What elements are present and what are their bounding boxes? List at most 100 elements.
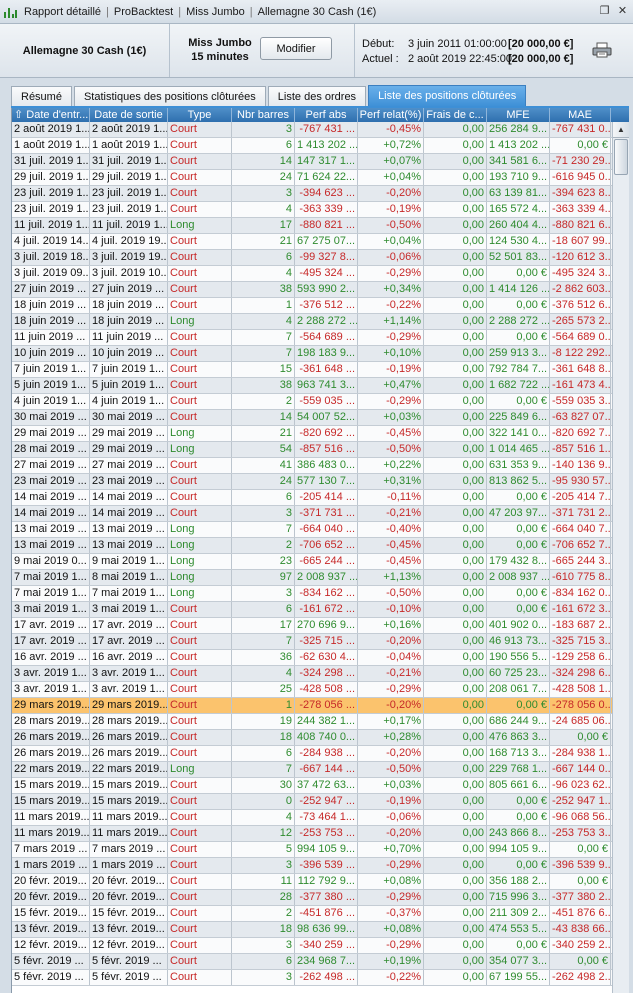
table-row[interactable]: 3 avr. 2019 1... 3 avr. 2019 1... Court 25-… bbox=[12, 682, 629, 698]
table-row[interactable]: 14 mai 2019 ... 14 mai 2019 ... Court 3 -371… bbox=[12, 506, 629, 522]
table-row[interactable]: 1 mars 2019 ... 1 mars 2019 ... Court 3 -396… bbox=[12, 858, 629, 874]
table-row[interactable]: 7 mai 2019 1... 7 mai 2019 1... Long 3 -834 … bbox=[12, 586, 629, 602]
table-row[interactable]: 31 juil. 2019 1... 31 juil. 2019 1... Cour… bbox=[12, 154, 629, 170]
table-row[interactable]: 11 juil. 2019 1... 11 juil. 2019 1... Long… bbox=[12, 218, 629, 234]
entry-date-cell: 11 juin 2019 ... bbox=[12, 330, 90, 345]
table-row[interactable]: 3 juil. 2019 18... 3 juil. 2019 19... Cour… bbox=[12, 250, 629, 266]
table-row[interactable]: 11 mars 2019... 11 mars 2019... Court 4 -73 … bbox=[12, 810, 629, 826]
table-row[interactable]: 3 avr. 2019 1... 3 avr. 2019 1... Court 4 -3… bbox=[12, 666, 629, 682]
mfe-cell: 631 353 9... bbox=[487, 458, 550, 473]
exit-date-cell: 15 mars 2019... bbox=[92, 794, 168, 809]
type-cell: Court bbox=[168, 602, 232, 617]
table-row[interactable]: 14 mai 2019 ... 14 mai 2019 ... Court 6 -205… bbox=[12, 490, 629, 506]
table-row[interactable]: 26 mars 2019... 26 mars 2019... Court 18 408… bbox=[12, 730, 629, 746]
instrument-name: Allemagne 30 Cash (1€) bbox=[0, 24, 170, 77]
crumb-probacktest[interactable]: ProBacktest bbox=[113, 5, 174, 18]
print-icon[interactable] bbox=[592, 42, 612, 58]
table-row[interactable]: 23 juil. 2019 1... 23 juil. 2019 1... Cour… bbox=[12, 202, 629, 218]
perf-rel-cell: -0,19% bbox=[358, 202, 424, 217]
crumb-system[interactable]: Miss Jumbo bbox=[186, 5, 245, 18]
col-fees[interactable]: Frais de c... bbox=[424, 108, 487, 122]
table-row[interactable]: 27 juin 2019 ... 27 juin 2019 ... Court 38 5… bbox=[12, 282, 629, 298]
table-row[interactable]: 7 mai 2019 1... 8 mai 2019 1... Long 97 2 00… bbox=[12, 570, 629, 586]
tab-summary[interactable]: Résumé bbox=[11, 86, 72, 107]
table-row[interactable]: 17 avr. 2019 ... 17 avr. 2019 ... Court 7 -3… bbox=[12, 634, 629, 650]
table-row[interactable]: 26 mars 2019... 26 mars 2019... Court 6 -284… bbox=[12, 746, 629, 762]
table-row[interactable]: 3 juil. 2019 09... 3 juil. 2019 10... Cour… bbox=[12, 266, 629, 282]
mae-cell: -667 144 0... bbox=[552, 762, 611, 777]
table-row[interactable]: 5 févr. 2019 ... 5 févr. 2019 ... Court 6 23… bbox=[12, 954, 629, 970]
tab-orders[interactable]: Liste des ordres bbox=[267, 86, 367, 107]
mfe-cell: 67 199 55... bbox=[487, 970, 550, 985]
col-perf-rel[interactable]: Perf relat(%) bbox=[358, 108, 424, 122]
close-icon[interactable]: ✕ bbox=[617, 5, 628, 17]
table-row[interactable]: 10 juin 2019 ... 10 juin 2019 ... Court 7 19… bbox=[12, 346, 629, 362]
entry-date-cell: 13 févr. 2019... bbox=[12, 922, 90, 937]
exit-date-cell: 5 févr. 2019 ... bbox=[90, 970, 168, 985]
table-row[interactable]: 28 mars 2019... 28 mars 2019... Court 19 244… bbox=[12, 714, 629, 730]
table-row[interactable]: 4 juin 2019 1... 4 juin 2019 1... Court 2 -5… bbox=[12, 394, 629, 410]
perf-abs-cell: 54 007 52... bbox=[295, 410, 358, 425]
tab-closed-positions[interactable]: Liste des positions clôturées bbox=[368, 85, 527, 107]
table-row[interactable]: 30 mai 2019 ... 30 mai 2019 ... Court 14 54 … bbox=[12, 410, 629, 426]
table-row[interactable]: 23 juil. 2019 1... 23 juil. 2019 1... Cour… bbox=[12, 186, 629, 202]
col-mfe[interactable]: MFE bbox=[487, 108, 550, 122]
crumb-report[interactable]: Rapport détaillé bbox=[24, 5, 102, 18]
table-row[interactable]: 17 avr. 2019 ... 17 avr. 2019 ... Court 17 2… bbox=[12, 618, 629, 634]
table-row[interactable]: 27 mai 2019 ... 27 mai 2019 ... Court 41 386… bbox=[12, 458, 629, 474]
table-row[interactable]: 5 févr. 2019 ... 5 févr. 2019 ... Court 3 -2… bbox=[12, 970, 629, 986]
table-row[interactable]: 28 mai 2019 ... 29 mai 2019 ... Long 54 -857… bbox=[12, 442, 629, 458]
table-row[interactable]: 2 août 2019 1... 2 août 2019 1... Court 3 -7… bbox=[12, 122, 629, 138]
table-row[interactable]: 15 mars 2019... 15 mars 2019... Court 30 37 … bbox=[12, 778, 629, 794]
table-row[interactable]: 29 mai 2019 ... 29 mai 2019 ... Long 21 -820… bbox=[12, 426, 629, 442]
table-row[interactable]: 20 févr. 2019... 20 févr. 2019... Court 28-… bbox=[12, 890, 629, 906]
col-exit-date[interactable]: Date de sortie bbox=[90, 108, 168, 122]
restore-icon[interactable]: ❐ bbox=[599, 5, 610, 17]
start-capital: [20 000,00 €] bbox=[508, 38, 574, 50]
vertical-scrollbar[interactable]: ▲ bbox=[612, 122, 629, 993]
modify-button[interactable]: Modifier bbox=[260, 37, 332, 60]
table-row[interactable]: 29 mars 2019... 29 mars 2019... Court 1 -278… bbox=[12, 698, 629, 714]
exit-date-cell: 10 juin 2019 ... bbox=[90, 346, 168, 361]
mae-cell: -324 298 6... bbox=[552, 666, 611, 681]
current-label: Actuel : bbox=[362, 53, 399, 65]
table-row[interactable]: 5 juin 2019 1... 5 juin 2019 1... Court 38 9… bbox=[12, 378, 629, 394]
crumb-instrument[interactable]: Allemagne 30 Cash (1€) bbox=[257, 5, 377, 18]
table-row[interactable]: 18 juin 2019 ... 18 juin 2019 ... Long 4 2 2… bbox=[12, 314, 629, 330]
type-cell: Court bbox=[168, 618, 232, 633]
table-row[interactable]: 15 mars 2019... 15 mars 2019... Court 0 -252… bbox=[12, 794, 629, 810]
mfe-cell: 0,00 € bbox=[487, 490, 550, 505]
perf-rel-cell: -0,20% bbox=[358, 746, 424, 761]
col-type[interactable]: Type bbox=[168, 108, 232, 122]
table-row[interactable]: 7 juin 2019 1... 7 juin 2019 1... Court 15-… bbox=[12, 362, 629, 378]
table-row[interactable]: 29 juil. 2019 1... 29 juil. 2019 1... Cour… bbox=[12, 170, 629, 186]
table-row[interactable]: 11 mars 2019... 11 mars 2019... Court 12 -25… bbox=[12, 826, 629, 842]
table-row[interactable]: 18 juin 2019 ... 18 juin 2019 ... Court 1 -3… bbox=[12, 298, 629, 314]
type-cell: Court bbox=[168, 874, 232, 889]
table-row[interactable]: 12 févr. 2019... 12 févr. 2019... Court 3 -3… bbox=[12, 938, 629, 954]
table-row[interactable]: 4 juil. 2019 14... 4 juil. 2019 19... Cour… bbox=[12, 234, 629, 250]
table-row[interactable]: 13 mai 2019 ... 13 mai 2019 ... Long 7 -664 … bbox=[12, 522, 629, 538]
table-row[interactable]: 11 juin 2019 ... 11 juin 2019 ... Court 7 -5… bbox=[12, 330, 629, 346]
col-mae[interactable]: MAE bbox=[550, 108, 611, 122]
col-bars[interactable]: Nbr barres bbox=[232, 108, 295, 122]
table-row[interactable]: 13 févr. 2019... 13 févr. 2019... Court 18 9… bbox=[12, 922, 629, 938]
tab-closed-stats[interactable]: Statistiques des positions clôturées bbox=[73, 86, 266, 107]
table-row[interactable]: 15 févr. 2019... 15 févr. 2019... Court 2 -4… bbox=[12, 906, 629, 922]
table-row[interactable]: 16 avr. 2019 ... 16 avr. 2019 ... Court 36-… bbox=[12, 650, 629, 666]
table-row[interactable]: 20 févr. 2019... 20 févr. 2019... Court 11 1… bbox=[12, 874, 629, 890]
table-row[interactable]: 3 mai 2019 1... 3 mai 2019 1... Court 6 -161… bbox=[12, 602, 629, 618]
table-row[interactable]: 23 mai 2019 ... 23 mai 2019 ... Court 24 577… bbox=[12, 474, 629, 490]
window-titlebar: Rapport détaillé | ProBacktest | Miss Ju… bbox=[0, 0, 633, 24]
col-entry-date[interactable]: ⇧ Date d'entr... bbox=[14, 108, 90, 122]
table-row[interactable]: 22 mars 2019... 22 mars 2019... Long 7 -667 … bbox=[12, 762, 629, 778]
table-row[interactable]: 7 mars 2019 ... 7 mars 2019 ... Court 5 994 … bbox=[12, 842, 629, 858]
table-row[interactable]: 13 mai 2019 ... 13 mai 2019 ... Long 2 -706 … bbox=[12, 538, 629, 554]
scroll-up-icon[interactable]: ▲ bbox=[613, 122, 629, 138]
bars-cell: 4 bbox=[232, 314, 295, 329]
col-perf-abs[interactable]: Perf abs bbox=[295, 108, 358, 122]
table-row[interactable]: 9 mai 2019 0... 9 mai 2019 1... Long 23 -665… bbox=[12, 554, 629, 570]
table-row[interactable]: 1 août 2019 1... 1 août 2019 1... Court 6 1 … bbox=[12, 138, 629, 154]
exit-date-cell: 2 août 2019 1... bbox=[92, 122, 168, 137]
scroll-thumb[interactable] bbox=[614, 139, 628, 175]
